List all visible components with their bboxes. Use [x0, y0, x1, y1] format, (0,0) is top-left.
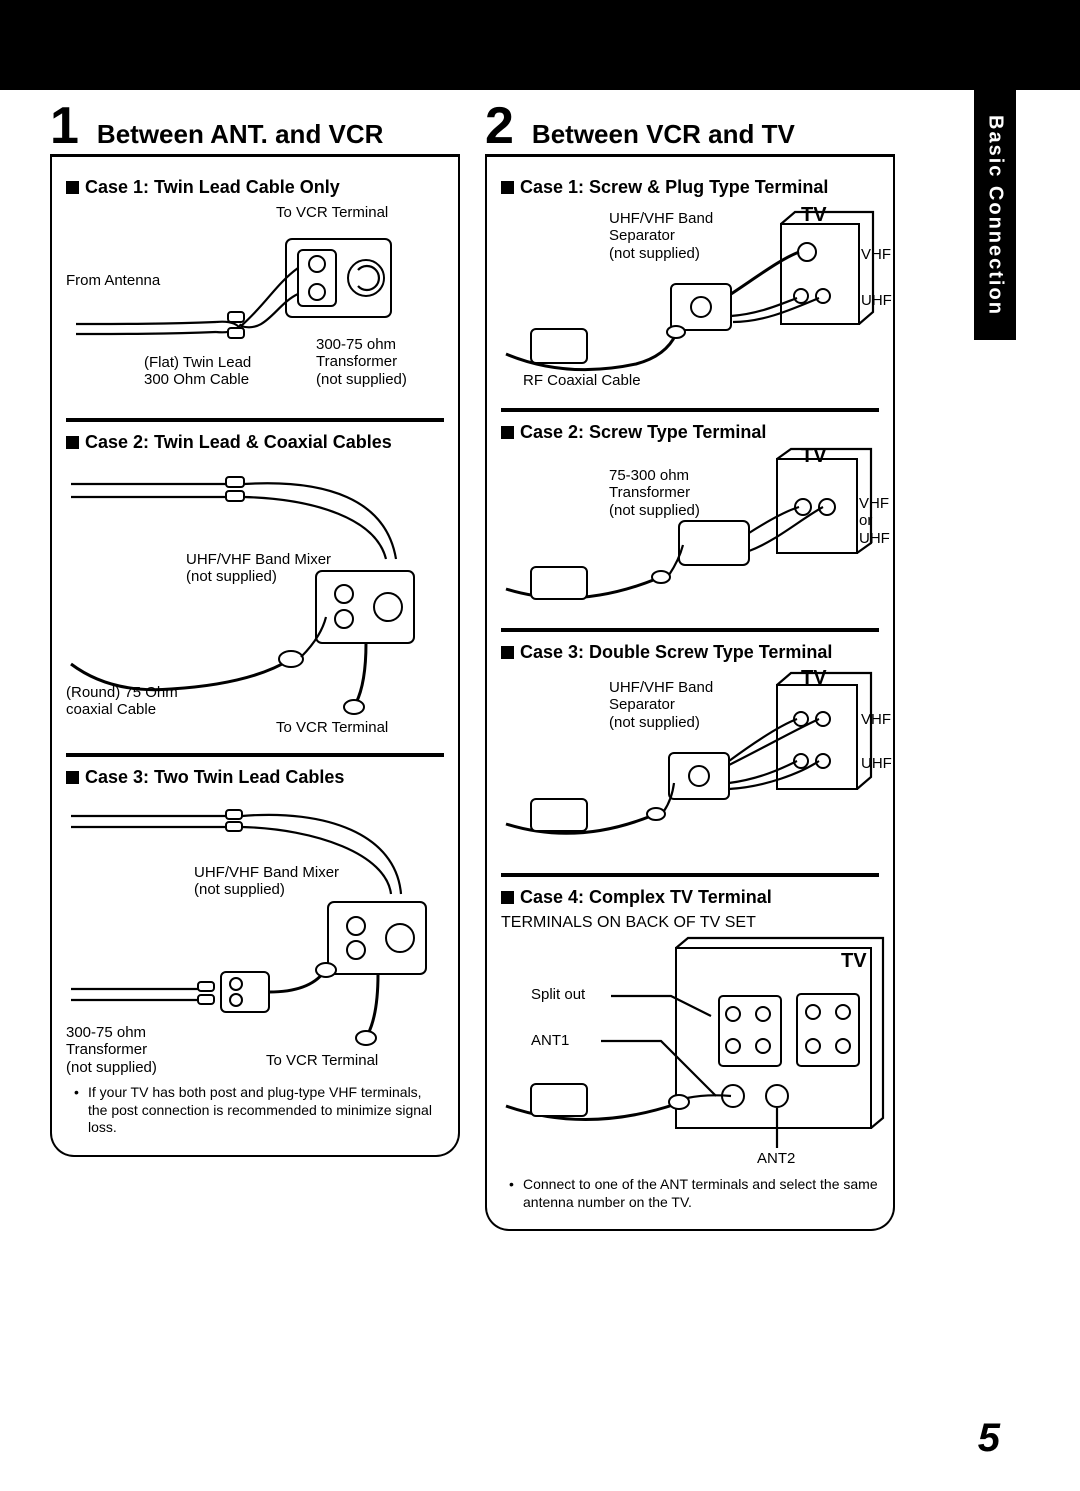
divider [501, 408, 879, 412]
label-twin-lead: (Flat) Twin Lead 300 Ohm Cable [144, 354, 251, 389]
label-uhf: UHF [861, 292, 892, 309]
label-vhf-uhf: VHF or UHF [859, 495, 890, 547]
bullet-square-icon [501, 181, 514, 194]
col1-case1-diagram: To VCR Terminal From Antenna (Flat) Twin… [66, 204, 444, 404]
col1-header: 1 Between ANT. and VCR [50, 100, 460, 157]
col1-panel: Case 1: Twin Lead Cable Only [50, 157, 460, 1157]
label-tv-4: TV [841, 950, 867, 973]
col2-case3-header: Case 3: Double Screw Type Terminal [501, 642, 879, 663]
label-coax: (Round) 75 Ohm coaxial Cable [66, 684, 178, 719]
divider [66, 418, 444, 422]
label-tv-c2: TV [801, 445, 827, 468]
label-separator-3: UHF/VHF Band Separator (not supplied) [609, 679, 713, 731]
col1-number: 1 [50, 100, 79, 152]
label-to-vcr-2: To VCR Terminal [276, 719, 388, 736]
col2-note: Connect to one of the ANT terminals and … [501, 1176, 879, 1211]
label-uhf-3: UHF [861, 755, 892, 772]
column-2: 2 Between VCR and TV Case 1: Screw & Plu… [485, 100, 895, 1231]
bullet-square-icon [66, 771, 79, 784]
content-columns: 1 Between ANT. and VCR Case 1: Twin Lead… [50, 100, 900, 1231]
label-to-vcr-3: To VCR Terminal [266, 1052, 378, 1069]
col2-number: 2 [485, 100, 514, 152]
top-black-bar [0, 0, 1080, 90]
col1-case3-header: Case 3: Two Twin Lead Cables [66, 767, 444, 788]
label-to-vcr: To VCR Terminal [276, 204, 388, 221]
label-mixer: UHF/VHF Band Mixer (not supplied) [186, 551, 331, 586]
label-transformer-c2: 75-300 ohm Transformer (not supplied) [609, 467, 700, 519]
label-separator: UHF/VHF Band Separator (not supplied) [609, 210, 713, 262]
col2-case1-diagram: UHF/VHF Band Separator (not supplied) TV… [501, 204, 879, 394]
side-tab: Basic Connection [974, 90, 1016, 340]
label-from-antenna: From Antenna [66, 272, 160, 289]
bullet-square-icon [66, 181, 79, 194]
col2-case2-diagram: 75-300 ohm Transformer (not supplied) TV… [501, 449, 879, 614]
col1-note: If your TV has both post and plug-type V… [66, 1084, 444, 1137]
divider [501, 628, 879, 632]
label-rf: RF Coaxial Cable [523, 372, 641, 389]
label-split-out: Split out [531, 986, 585, 1003]
col2-case4-subtitle: TERMINALS ON BACK OF TV SET [501, 914, 879, 932]
column-1: 1 Between ANT. and VCR Case 1: Twin Lead… [50, 100, 460, 1231]
col2-title: Between VCR and TV [532, 119, 795, 150]
col2-case4-diagram: TV Split out ANT1 ANT2 [501, 936, 879, 1166]
bullet-square-icon [501, 891, 514, 904]
label-ant2: ANT2 [757, 1150, 795, 1167]
page-number: 5 [978, 1416, 1000, 1461]
label-tv: TV [801, 204, 827, 227]
col1-case1-header: Case 1: Twin Lead Cable Only [66, 177, 444, 198]
label-vhf: VHF [861, 246, 891, 263]
divider [501, 873, 879, 877]
side-tab-label: Basic Connection [984, 115, 1007, 316]
col1-title: Between ANT. and VCR [97, 119, 384, 150]
col2-case1-header: Case 1: Screw & Plug Type Terminal [501, 177, 879, 198]
col2-header: 2 Between VCR and TV [485, 100, 895, 157]
label-vhf-3: VHF [861, 711, 891, 728]
col2-case2-header: Case 2: Screw Type Terminal [501, 422, 879, 443]
bullet-square-icon [501, 426, 514, 439]
label-ant1: ANT1 [531, 1032, 569, 1049]
col1-case2-header: Case 2: Twin Lead & Coaxial Cables [66, 432, 444, 453]
label-tv-3: TV [801, 667, 827, 690]
label-transformer: 300-75 ohm Transformer (not supplied) [316, 336, 407, 388]
col2-panel: Case 1: Screw & Plug Type Terminal [485, 157, 895, 1231]
bullet-square-icon [501, 646, 514, 659]
col1-case3-diagram: UHF/VHF Band Mixer (not supplied) 300-75… [66, 794, 444, 1074]
label-mixer-3: UHF/VHF Band Mixer (not supplied) [194, 864, 339, 899]
col2-case3-diagram: UHF/VHF Band Separator (not supplied) TV… [501, 669, 879, 859]
label-transformer-3: 300-75 ohm Transformer (not supplied) [66, 1024, 157, 1076]
bullet-square-icon [66, 436, 79, 449]
divider [66, 753, 444, 757]
col2-case4-header: Case 4: Complex TV Terminal [501, 887, 879, 908]
col1-case2-diagram: UHF/VHF Band Mixer (not supplied) (Round… [66, 459, 444, 739]
